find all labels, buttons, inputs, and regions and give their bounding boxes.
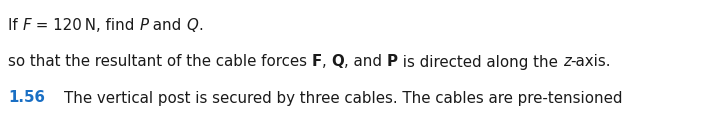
Text: ,: , bbox=[322, 54, 332, 69]
Text: so that the resultant of the cable forces: so that the resultant of the cable force… bbox=[8, 54, 311, 69]
Text: P: P bbox=[139, 18, 148, 33]
Text: is directed along the: is directed along the bbox=[398, 54, 563, 69]
Text: Q: Q bbox=[332, 54, 344, 69]
Text: = 120 N, find: = 120 N, find bbox=[31, 18, 139, 33]
Text: F: F bbox=[311, 54, 322, 69]
Text: F: F bbox=[22, 18, 31, 33]
Text: P: P bbox=[387, 54, 398, 69]
Text: -axis.: -axis. bbox=[571, 54, 611, 69]
Text: Q: Q bbox=[186, 18, 198, 33]
Text: and: and bbox=[148, 18, 186, 33]
Text: The vertical post is secured by three cables. The cables are pre-tensioned: The vertical post is secured by three ca… bbox=[45, 90, 622, 105]
Text: 1.56: 1.56 bbox=[8, 90, 45, 105]
Text: z: z bbox=[563, 54, 571, 69]
Text: .: . bbox=[198, 18, 203, 33]
Text: If: If bbox=[8, 18, 22, 33]
Text: , and: , and bbox=[344, 54, 387, 69]
